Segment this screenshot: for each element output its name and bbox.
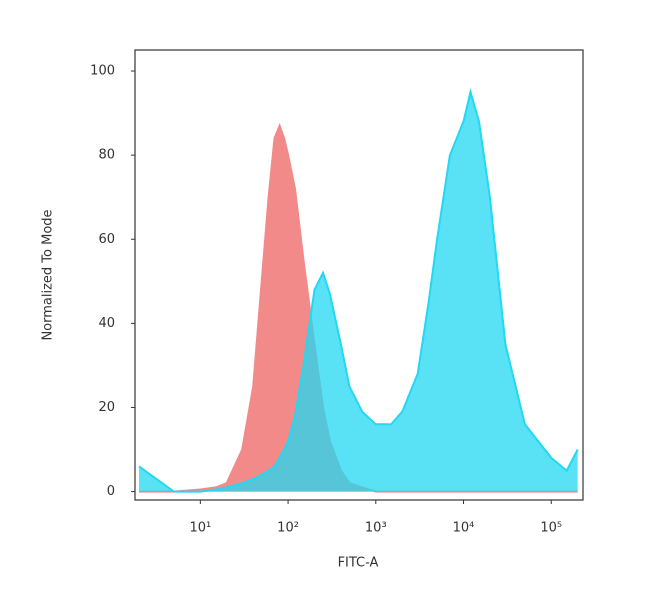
x-tick-label: 10⁴: [453, 521, 475, 536]
x-axis-label: FITC-A: [338, 556, 379, 571]
y-axis-label: Normalized To Mode: [41, 209, 56, 340]
y-tick-label: 20: [98, 400, 115, 415]
plot-frame: [134, 49, 584, 501]
y-tick-label: 60: [98, 232, 115, 247]
y-tick-label: 0: [107, 484, 115, 499]
y-tick-label: 100: [90, 64, 115, 79]
y-tick-label: 40: [98, 316, 115, 331]
x-tick-label: 10²: [277, 521, 299, 536]
x-tick-label: 10¹: [189, 521, 211, 536]
x-tick-label: 10³: [365, 521, 387, 536]
x-tick-label: 10⁵: [540, 521, 562, 536]
y-tick-label: 80: [98, 148, 115, 163]
area-fill: [139, 92, 578, 492]
area-line: [138, 88, 579, 493]
